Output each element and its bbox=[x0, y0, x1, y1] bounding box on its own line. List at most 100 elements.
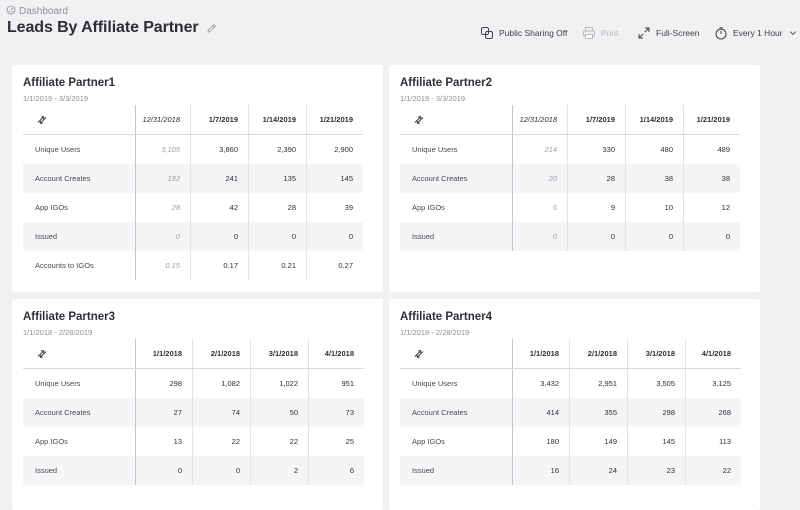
panel-affiliate-partner-3: Affiliate Partner3 1/1/2018 - 2/28/2019 1/… bbox=[12, 299, 383, 510]
table-cell: 3,432 bbox=[512, 369, 569, 398]
table-cell: 12 bbox=[683, 193, 740, 222]
table-cell: 3,105 bbox=[135, 135, 190, 164]
column-header[interactable]: 3/1/2018 bbox=[250, 339, 308, 368]
table-cell: 23 bbox=[627, 456, 685, 485]
panel-affiliate-partner-4: Affiliate Partner4 1/1/2018 - 2/28/2019 1/… bbox=[389, 299, 760, 510]
table-row: Unique Users 3,432 2,951 3,505 3,125 bbox=[400, 369, 741, 398]
table-cell: 24 bbox=[569, 456, 627, 485]
table-row: Unique Users 214 330 480 489 bbox=[400, 135, 740, 164]
table-cell: 1,082 bbox=[192, 369, 250, 398]
pivot-toggle-cell[interactable] bbox=[23, 339, 135, 368]
table-cell: 0.27 bbox=[306, 251, 363, 280]
row-label: App IGOs bbox=[412, 203, 445, 212]
panel-affiliate-partner-2: Affiliate Partner2 1/1/2019 - 3/3/2019 12/… bbox=[389, 65, 760, 292]
public-sharing-label: Public Sharing Off bbox=[499, 28, 568, 38]
panel-title: Affiliate Partner3 bbox=[23, 311, 116, 323]
table-cell: 298 bbox=[135, 369, 192, 398]
pencil-icon[interactable] bbox=[206, 23, 217, 34]
table-cell: 3,125 bbox=[685, 369, 741, 398]
table-cell: 13 bbox=[135, 427, 192, 456]
fullscreen-label: Full-Screen bbox=[656, 28, 700, 38]
column-header[interactable]: 2/1/2018 bbox=[569, 339, 627, 368]
table-cell: 330 bbox=[567, 135, 625, 164]
column-header[interactable]: 4/1/2018 bbox=[308, 339, 364, 368]
table-cell: 27 bbox=[135, 398, 192, 427]
table-cell: 951 bbox=[308, 369, 364, 398]
table-cell: 489 bbox=[683, 135, 740, 164]
row-label: Accounts to IGOs bbox=[35, 261, 94, 270]
table-cell: 241 bbox=[190, 164, 248, 193]
table-row: App IGOs 28 42 28 39 bbox=[23, 193, 363, 222]
table-cell: 73 bbox=[308, 398, 364, 427]
table-cell: 145 bbox=[306, 164, 363, 193]
column-header[interactable]: 1/14/2019 bbox=[625, 105, 683, 134]
table-cell: 22 bbox=[192, 427, 250, 456]
table-header-row: 12/31/2018 1/7/2019 1/14/2019 1/21/2019 bbox=[23, 105, 363, 135]
row-label: App IGOs bbox=[35, 203, 68, 212]
table-cell: 22 bbox=[685, 456, 741, 485]
table-cell: 298 bbox=[627, 398, 685, 427]
panel-title: Affiliate Partner4 bbox=[400, 311, 493, 323]
column-header[interactable]: 12/31/2018 bbox=[512, 105, 567, 134]
column-header[interactable]: 1/1/2018 bbox=[135, 339, 192, 368]
column-header[interactable]: 1/1/2018 bbox=[512, 339, 569, 368]
pivot-toggle-cell[interactable] bbox=[400, 339, 512, 368]
table-cell: 0 bbox=[567, 222, 625, 251]
table-cell: 16 bbox=[512, 456, 569, 485]
swap-arrows-icon[interactable] bbox=[35, 113, 49, 127]
pivot-toggle-cell[interactable] bbox=[23, 105, 135, 134]
public-sharing-button[interactable]: Public Sharing Off bbox=[480, 26, 567, 40]
column-header[interactable]: 3/1/2018 bbox=[627, 339, 685, 368]
print-button[interactable]: Print bbox=[582, 26, 618, 40]
table-row: Account Creates 182 241 135 145 bbox=[23, 164, 363, 193]
row-label: App IGOs bbox=[35, 437, 68, 446]
column-header[interactable]: 1/21/2019 bbox=[683, 105, 740, 134]
column-header[interactable]: 2/1/2018 bbox=[192, 339, 250, 368]
table-cell: 480 bbox=[625, 135, 683, 164]
column-header[interactable]: 1/7/2019 bbox=[190, 105, 248, 134]
swap-arrows-icon[interactable] bbox=[412, 347, 426, 361]
column-header[interactable]: 1/21/2019 bbox=[306, 105, 363, 134]
refresh-interval-label: Every 1 Hour bbox=[733, 28, 783, 38]
fullscreen-button[interactable]: Full-Screen bbox=[637, 26, 699, 40]
panel-title: Affiliate Partner2 bbox=[400, 77, 493, 89]
breadcrumb[interactable]: Dashboard bbox=[6, 5, 68, 18]
table-row: Unique Users 3,105 3,860 2,390 2,900 bbox=[23, 135, 363, 164]
dashboard-icon bbox=[6, 5, 16, 18]
table-cell: 0 bbox=[512, 222, 567, 251]
pivot-toggle-cell[interactable] bbox=[400, 105, 512, 134]
row-label: Account Creates bbox=[412, 408, 468, 417]
stopwatch-icon bbox=[714, 26, 728, 40]
page-header: Leads By Affiliate Partner bbox=[7, 19, 217, 37]
share-link-icon bbox=[480, 26, 494, 40]
swap-arrows-icon[interactable] bbox=[412, 113, 426, 127]
table-cell: 3,505 bbox=[627, 369, 685, 398]
table-cell: 28 bbox=[135, 193, 190, 222]
row-label: Account Creates bbox=[35, 174, 91, 183]
table-header-row: 12/31/2018 1/7/2019 1/14/2019 1/21/2019 bbox=[400, 105, 740, 135]
pivot-table: 12/31/2018 1/7/2019 1/14/2019 1/21/2019 Uniq… bbox=[400, 105, 740, 251]
row-label: Issued bbox=[412, 466, 435, 475]
table-row: App IGOs 13 22 22 25 bbox=[23, 427, 364, 456]
table-row: Issued 0 0 2 6 bbox=[23, 456, 364, 485]
swap-arrows-icon[interactable] bbox=[35, 347, 49, 361]
table-row: Unique Users 298 1,082 1,022 951 bbox=[23, 369, 364, 398]
pivot-table: 12/31/2018 1/7/2019 1/14/2019 1/21/2019 Uniq… bbox=[23, 105, 363, 280]
column-header[interactable]: 1/14/2019 bbox=[248, 105, 306, 134]
column-header[interactable]: 1/7/2019 bbox=[567, 105, 625, 134]
row-label: Unique Users bbox=[35, 145, 81, 154]
row-label: App IGOs bbox=[412, 437, 445, 446]
table-cell: 10 bbox=[625, 193, 683, 222]
pivot-table: 1/1/2018 2/1/2018 3/1/2018 4/1/2018 Unique U… bbox=[400, 339, 741, 485]
table-cell: 38 bbox=[683, 164, 740, 193]
table-row: App IGOs 180 149 145 113 bbox=[400, 427, 741, 456]
table-cell: 0 bbox=[306, 222, 363, 251]
table-cell: 20 bbox=[512, 164, 567, 193]
row-label: Unique Users bbox=[35, 379, 81, 388]
breadcrumb-label[interactable]: Dashboard bbox=[19, 6, 68, 17]
table-cell: 28 bbox=[567, 164, 625, 193]
column-header[interactable]: 12/31/2018 bbox=[135, 105, 190, 134]
panel-date-range: 1/1/2019 - 3/3/2019 bbox=[23, 94, 89, 103]
refresh-interval-dropdown[interactable]: Every 1 Hour bbox=[714, 26, 798, 40]
column-header[interactable]: 4/1/2018 bbox=[685, 339, 741, 368]
